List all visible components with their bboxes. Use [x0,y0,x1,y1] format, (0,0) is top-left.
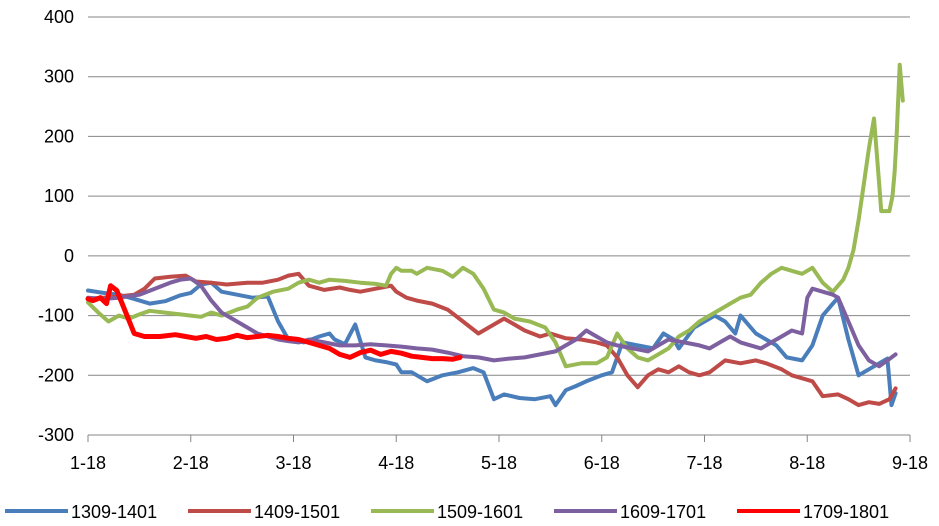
y-tick-label: 200 [44,126,74,146]
x-tick-label: 7-18 [686,453,722,473]
legend-label: 1309-1401 [71,502,157,522]
x-tick-label: 1-18 [70,453,106,473]
y-tick-label: 100 [44,186,74,206]
x-tick-label: 6-18 [584,453,620,473]
y-tick-label: -100 [38,306,74,326]
series-line-1509-1601 [86,62,905,369]
legend: 1309-1401 1409-1501 1509-1601 1609-1701 1709… [5,502,889,522]
x-tick-label: 5-18 [481,453,517,473]
x-tick-label: 8-18 [789,453,825,473]
legend-label: 1409-1501 [254,502,340,522]
x-tick-label: 4-18 [378,453,414,473]
legend-label: 1609-1701 [620,502,706,522]
series-line-1309-1401 [86,280,898,408]
legend-label: 1509-1601 [437,502,523,522]
y-axis-tick-labels: -300 -200 -100 0 100 200 300 400 [38,7,74,445]
y-tick-label: 400 [44,7,74,27]
series-line-1709-1801 [85,283,463,362]
y-tick-label: -200 [38,365,74,385]
legend-label: 1709-1801 [803,502,889,522]
series-line-1409-1501 [86,271,898,408]
y-tick-label: 0 [64,246,74,266]
series-line-1609-1701 [86,276,898,369]
x-tick-label: 9-18 [892,453,928,473]
x-tick-label: 2-18 [173,453,209,473]
y-tick-label: 300 [44,67,74,87]
x-axis-tick-labels: 1-18 2-18 3-18 4-18 5-18 6-18 7-18 8-18 9-18 [70,453,928,473]
x-axis [87,434,911,442]
x-tick-label: 3-18 [275,453,311,473]
series-lines [85,62,905,408]
y-tick-label: -300 [38,425,74,445]
